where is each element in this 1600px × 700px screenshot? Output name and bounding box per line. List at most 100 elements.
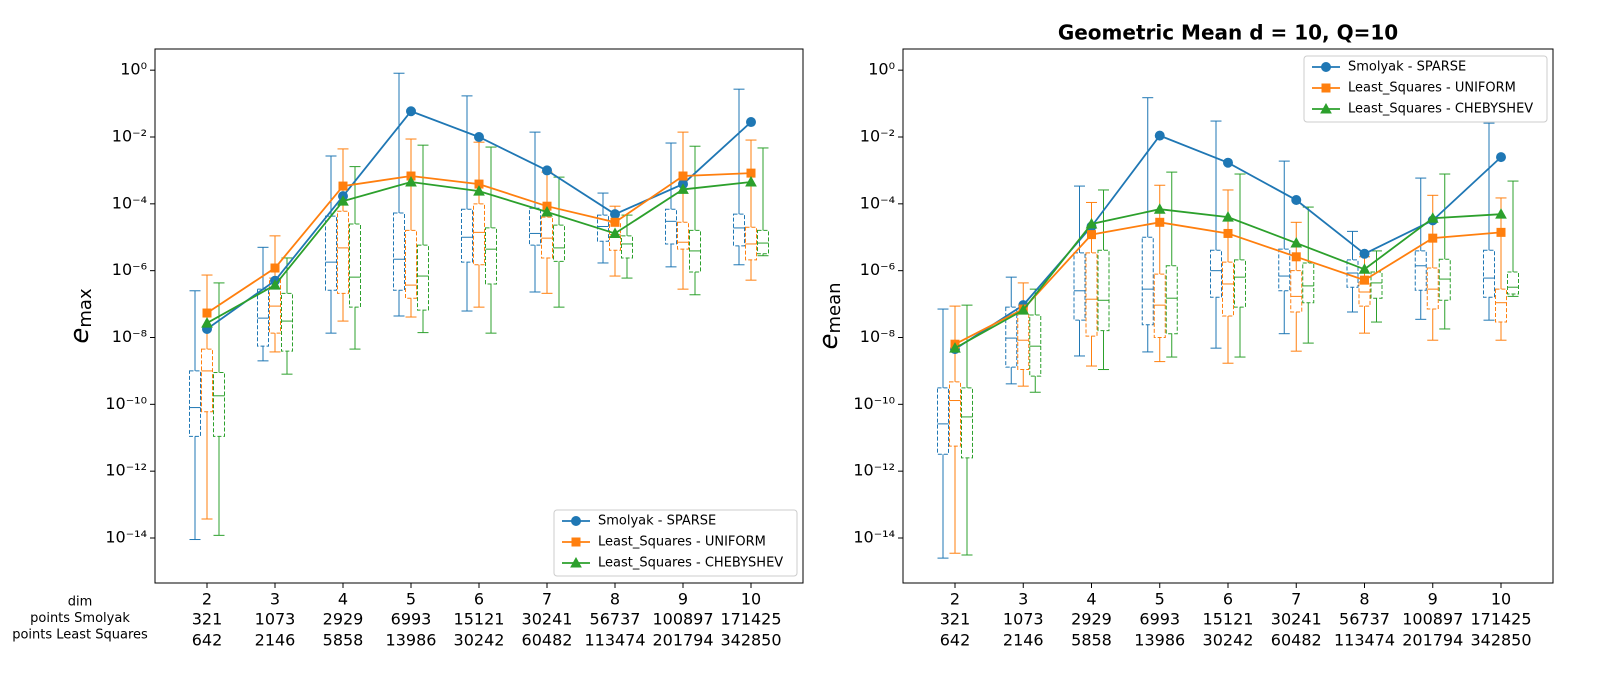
- box: [733, 213, 745, 247]
- y-tick-label: 10⁻⁶: [860, 260, 895, 279]
- x-tick-label: 7: [1291, 590, 1301, 609]
- marker: [1360, 275, 1369, 285]
- box: [485, 227, 497, 285]
- box: [473, 203, 485, 266]
- chart-title: Geometric Mean d = 10, Q=10: [1058, 21, 1398, 45]
- x-points-smolyak: 100897: [652, 610, 713, 629]
- marker: [746, 168, 756, 178]
- y-tick-label: 10⁻¹⁴: [853, 527, 895, 546]
- box: [281, 292, 293, 352]
- x-tick-label: 6: [1223, 590, 1233, 609]
- box: [1507, 271, 1519, 295]
- x-points-smolyak: 1073: [1003, 610, 1044, 629]
- x-points-least-squares: 60482: [1271, 631, 1322, 650]
- box: [461, 208, 473, 263]
- marker: [1223, 228, 1233, 238]
- box: [1029, 314, 1042, 377]
- x-points-least-squares: 342850: [1470, 631, 1531, 650]
- x-points-least-squares: 5858: [1071, 631, 1112, 650]
- y-tick-label: 10⁻⁴: [860, 193, 895, 212]
- y-tick-label: 10⁻⁴: [112, 193, 147, 212]
- marker: [474, 132, 484, 143]
- box: [1438, 258, 1451, 301]
- y-axis-label: emax: [65, 288, 97, 344]
- x-points-least-squares: 642: [940, 631, 971, 650]
- x-points-least-squares: 30242: [454, 631, 505, 650]
- box: [1141, 236, 1154, 326]
- x-points-smolyak: 30241: [522, 610, 573, 629]
- x-tick-label: 4: [338, 590, 348, 609]
- y-tick-label: 10⁻¹⁴: [105, 527, 147, 546]
- y-tick-label: 10⁻⁸: [112, 327, 147, 346]
- x-points-least-squares: 113474: [1334, 631, 1395, 650]
- y-tick-label: 10⁻⁸: [860, 327, 895, 346]
- box: [529, 207, 541, 246]
- x-points-smolyak: 2929: [323, 610, 364, 629]
- marker: [1085, 217, 1098, 229]
- x-points-smolyak: 15121: [454, 610, 505, 629]
- box: [937, 387, 949, 455]
- x-points-smolyak: 171425: [720, 610, 781, 629]
- marker: [1222, 211, 1234, 222]
- y-axis-label-base: e: [814, 334, 844, 350]
- marker: [1496, 227, 1506, 237]
- x-points-smolyak: 6993: [1139, 610, 1180, 629]
- marker: [571, 537, 581, 547]
- box: [1302, 262, 1315, 304]
- x-points-least-squares: 60482: [522, 631, 573, 650]
- legend: [1303, 55, 1548, 123]
- x-points-smolyak: 321: [192, 610, 223, 629]
- x-points-least-squares: 30242: [1203, 631, 1254, 650]
- x-points-least-squares: 2146: [255, 631, 296, 650]
- x-points-smolyak: 15121: [1203, 610, 1254, 629]
- x-tick-label: 10: [741, 590, 761, 609]
- x-points-smolyak: 1073: [255, 610, 296, 629]
- row-label: dim: [68, 595, 93, 610]
- marker: [1155, 217, 1165, 227]
- marker: [571, 516, 581, 526]
- box: [325, 215, 337, 291]
- box: [393, 212, 405, 291]
- box: [1426, 267, 1439, 310]
- plot-area: [154, 48, 804, 584]
- box: [665, 208, 677, 245]
- marker: [1321, 83, 1331, 93]
- x-points-least-squares: 2146: [1003, 631, 1044, 650]
- y-tick-label: 10⁰: [120, 60, 147, 79]
- x-tick-label: 9: [678, 590, 688, 609]
- marker: [1495, 208, 1507, 219]
- x-points-least-squares: 201794: [1402, 631, 1463, 650]
- box: [405, 229, 417, 299]
- x-points-least-squares: 13986: [1134, 631, 1185, 650]
- box: [189, 370, 201, 437]
- marker: [610, 217, 620, 227]
- box: [1234, 259, 1246, 308]
- box: [1005, 306, 1018, 368]
- legend-label: Smolyak - SPARSE: [1348, 60, 1466, 75]
- y-tick-label: 10⁻¹⁰: [853, 394, 895, 413]
- marker: [1426, 212, 1439, 223]
- marker: [677, 183, 689, 194]
- marker: [201, 317, 213, 328]
- marker: [473, 185, 485, 196]
- marker: [270, 263, 280, 273]
- x-points-smolyak: 56737: [590, 610, 641, 629]
- marker: [405, 175, 417, 187]
- x-points-smolyak: 171425: [1470, 610, 1531, 629]
- x-tick-label: 10: [1491, 590, 1511, 609]
- marker: [542, 165, 552, 176]
- marker: [610, 209, 620, 220]
- box: [337, 210, 349, 294]
- x-tick-label: 5: [406, 590, 416, 609]
- legend-label: Least_Squares - CHEBYSHEV: [1348, 102, 1533, 117]
- x-tick-label: 2: [202, 590, 212, 609]
- y-tick-label: 10⁻²: [860, 127, 895, 146]
- box: [1222, 261, 1234, 317]
- x-tick-label: 7: [542, 590, 552, 609]
- marker: [1291, 195, 1302, 206]
- x-points-least-squares: 5858: [323, 631, 364, 650]
- box: [1495, 288, 1507, 323]
- x-points-smolyak: 56737: [1339, 610, 1390, 629]
- y-tick-label: 10⁻¹²: [105, 461, 147, 480]
- legend: [553, 509, 798, 577]
